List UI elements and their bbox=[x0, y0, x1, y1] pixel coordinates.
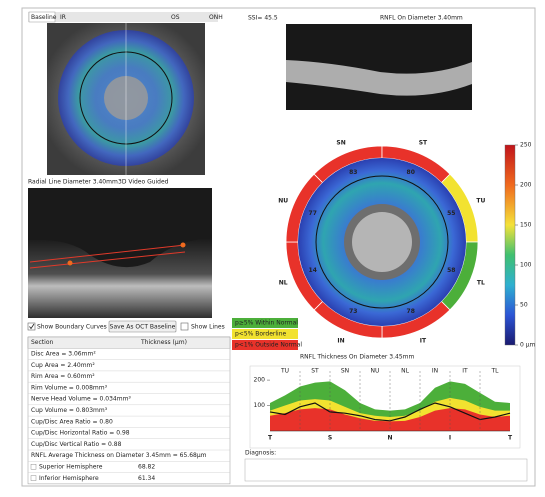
sector-label: SN bbox=[336, 140, 345, 147]
cell: Cup Volume = 0.803mm³ bbox=[31, 407, 108, 414]
colorbar bbox=[504, 144, 516, 346]
colorbar-label: 100 bbox=[520, 262, 532, 269]
sector-label: NL bbox=[279, 279, 288, 286]
eye-label: OS bbox=[171, 14, 180, 21]
cell: Rim Volume = 0.008mm³ bbox=[31, 384, 108, 391]
legend-swatch bbox=[232, 318, 298, 328]
sector-label: SN bbox=[341, 368, 349, 375]
sector-value: 77 bbox=[309, 210, 317, 217]
x-tick-label: N bbox=[387, 435, 392, 442]
table-frame bbox=[27, 336, 231, 485]
legend-swatch bbox=[232, 329, 298, 339]
sector-label: ST bbox=[419, 140, 428, 147]
cell: 68.82 bbox=[138, 463, 155, 470]
cell: Cup/Disc Horizontal Ratio = 0.98 bbox=[31, 430, 130, 437]
bscan-title: RNFL On Diameter 3.40mm bbox=[380, 15, 463, 22]
table: Section Thickness (µm) Disc Area = 3.06mm²… bbox=[27, 336, 231, 485]
sector-label: ST bbox=[311, 368, 319, 375]
x-tick-label: S bbox=[328, 435, 332, 442]
button[interactable] bbox=[108, 320, 177, 333]
retina-layer bbox=[28, 238, 212, 318]
checkbox[interactable] bbox=[27, 322, 36, 331]
column-header: Section bbox=[31, 339, 53, 346]
check bbox=[29, 323, 35, 330]
legend-swatch bbox=[232, 340, 298, 350]
legend: p≥5% Within Normal p<5% Borderline p<1% Ou… bbox=[232, 318, 302, 350]
cell: 61.34 bbox=[138, 475, 155, 482]
sector-value: 14 bbox=[309, 267, 317, 274]
retina-band bbox=[286, 60, 472, 96]
sector-label: TU bbox=[476, 198, 485, 205]
sector-label: TU bbox=[280, 368, 289, 375]
sector-label: IN bbox=[337, 337, 344, 344]
optic-cup bbox=[352, 212, 412, 272]
checkbox-label[interactable]: Show Lines bbox=[191, 324, 225, 331]
sector-label: TL bbox=[477, 279, 485, 286]
colorbar-label: 50 bbox=[520, 302, 528, 309]
x-tick-label: T bbox=[268, 435, 273, 442]
tab-label[interactable]: IR bbox=[60, 14, 66, 21]
scan-circle bbox=[315, 175, 449, 309]
colorbar-label: 200 bbox=[520, 182, 532, 189]
cell: Inferior Hemisphere bbox=[39, 475, 99, 482]
sector-value: 73 bbox=[349, 308, 357, 315]
x-tick-label: T bbox=[508, 435, 513, 442]
legend-label: p<5% Borderline bbox=[235, 331, 287, 338]
y-tick-label: 200 bbox=[254, 377, 266, 384]
sector-label: NU bbox=[278, 198, 288, 205]
checkbox-label[interactable]: Show Boundary Curves bbox=[37, 324, 107, 331]
sector-label: NL bbox=[401, 368, 409, 375]
column-header: Thickness (µm) bbox=[140, 339, 187, 346]
cell: RNFL Average Thickness on Diameter 3.45m… bbox=[31, 452, 207, 459]
sector-label: IT bbox=[420, 337, 427, 344]
legend-label: p≥5% Within Normal bbox=[235, 320, 298, 327]
expand-icon bbox=[30, 475, 37, 481]
boundary-line bbox=[29, 244, 186, 269]
plot-title: RNFL Thickness On Diameter 3.45mm bbox=[300, 354, 414, 361]
diagnosis-label: Diagnosis: bbox=[245, 450, 276, 457]
colorbar-label: 0 µm bbox=[520, 342, 536, 349]
cell: Superior Hemisphere bbox=[39, 463, 103, 470]
sector-value: 83 bbox=[349, 169, 357, 176]
checkbox[interactable] bbox=[180, 322, 189, 331]
band-area bbox=[270, 408, 510, 431]
tab-bar bbox=[28, 12, 218, 22]
scan-label: ONH bbox=[209, 14, 223, 21]
table-header bbox=[27, 336, 231, 349]
sector-label: NU bbox=[371, 368, 380, 375]
cell: Disc Area = 3.06mm² bbox=[31, 350, 96, 357]
y-tick-label: 100 bbox=[254, 402, 266, 409]
cell: Nerve Head Volume = 0.034mm³ bbox=[31, 396, 131, 403]
button-label[interactable]: Save As OCT Baseline bbox=[110, 324, 176, 331]
marker bbox=[180, 242, 186, 248]
colorbar-label: 150 bbox=[520, 222, 532, 229]
cell: Rim Area = 0.60mm² bbox=[31, 373, 95, 380]
diagnosis-input[interactable] bbox=[244, 458, 528, 482]
cell: Cup/Disc Area Ratio = 0.80 bbox=[31, 418, 113, 425]
sector-label: IN bbox=[432, 368, 438, 375]
cell: Cup/Disc Vertical Ratio = 0.88 bbox=[31, 441, 122, 448]
tab[interactable] bbox=[28, 11, 56, 23]
expand-icon bbox=[30, 464, 37, 470]
ssi-label: SSI= 45.5 bbox=[248, 15, 278, 22]
sector-label: TL bbox=[490, 368, 499, 375]
caption: Radial Line Diameter 3.40mm bbox=[28, 179, 118, 186]
cell: Cup Area = 2.40mm² bbox=[31, 362, 95, 369]
colorbar-label: 250 bbox=[520, 142, 532, 149]
marker bbox=[67, 260, 73, 266]
legend-label: p<1% Outside Normal bbox=[235, 342, 302, 349]
sector-value: 55 bbox=[447, 210, 455, 217]
sector-value: 80 bbox=[407, 169, 415, 176]
sector-label: IT bbox=[462, 368, 468, 375]
mode-label: 3D Video Guided bbox=[118, 179, 169, 186]
sector-value: 78 bbox=[407, 308, 415, 315]
x-tick-label: I bbox=[449, 435, 451, 442]
tab-label[interactable]: Baseline bbox=[31, 14, 57, 21]
sector-value: 58 bbox=[447, 267, 455, 274]
thickness-map bbox=[298, 158, 466, 326]
